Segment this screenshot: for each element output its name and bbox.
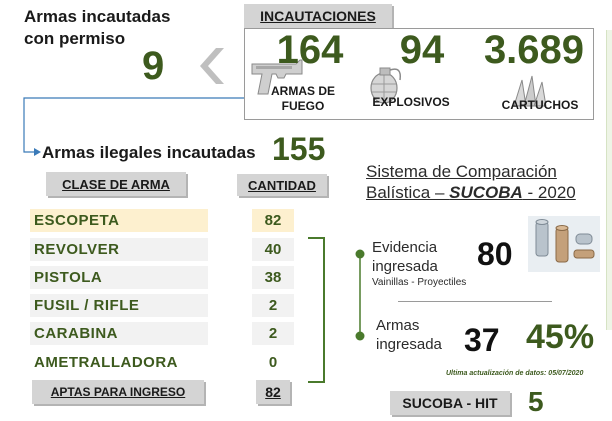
evidence-count: 80	[477, 236, 513, 272]
table-cell-qty: 40	[252, 238, 294, 261]
arms-count: 37	[464, 322, 500, 358]
sucoba-title: Sistema de Comparación Balística – SUCOB…	[366, 161, 576, 203]
firearms-count: 164	[276, 28, 344, 72]
firearms-label-line1: ARMAS DE	[270, 84, 335, 98]
evidence-sub: Vainillas - Proyectiles	[372, 277, 467, 288]
sucoba-title-prefix: Balística –	[366, 183, 450, 202]
illegal-title: Armas ilegales incautadas	[42, 143, 256, 162]
table-cell-qty: 0	[268, 354, 278, 371]
sucoba-divider	[398, 301, 552, 302]
evidence-label: Evidencia ingresada	[372, 238, 438, 276]
sucoba-title-line1: Sistema de Comparación	[366, 162, 557, 181]
table-header-qty: CANTIDAD	[237, 174, 327, 196]
grenade-icon	[370, 67, 402, 104]
permit-title-line2: con permiso	[24, 29, 126, 48]
arms-label: Armas ingresada	[376, 316, 442, 354]
firearms-label: ARMAS DE FUEGO	[262, 84, 344, 114]
connector-line	[23, 97, 246, 156]
permit-title-line1: Armas incautadas	[24, 7, 171, 26]
pistol-icon	[251, 59, 303, 95]
table-row: ESCOPETA	[30, 209, 208, 232]
update-note: Ultima actualización de datos: 05/07/202…	[446, 370, 584, 377]
explosives-label: EXPLOSIVOS	[372, 95, 450, 109]
table-cell-qty: 82	[252, 209, 294, 232]
sucoba-hit-count: 5	[528, 386, 544, 417]
table-bracket	[308, 237, 325, 383]
table-footer-label: APTAS PARA INGRESO	[32, 380, 204, 404]
illegal-count: 155	[272, 131, 326, 167]
sucoba-connector	[355, 249, 365, 341]
arms-percent: 45%	[526, 318, 595, 356]
cartridges-count: 3.689	[483, 28, 585, 72]
sucoba-hit-label: SUCOBA - HIT	[390, 391, 510, 415]
sucoba-title-suffix: - 2020	[522, 183, 576, 202]
table-row: PISTOLA	[30, 266, 208, 289]
explosives-count: 94	[399, 28, 445, 72]
table-row: AMETRALLADORA	[34, 354, 178, 371]
evidence-label-line2: ingresada	[372, 258, 438, 275]
table-row: REVOLVER	[30, 238, 208, 261]
firearms-label-line2: FUEGO	[281, 99, 325, 113]
permit-title: Armas incautadas con permiso	[24, 6, 170, 50]
cartridge-icon	[513, 75, 547, 107]
table-row: CARABINA	[30, 322, 208, 345]
table-row: FUSIL / RIFLE	[30, 294, 208, 317]
arms-label-line1: Armas	[376, 317, 420, 334]
bullets-icon	[528, 216, 600, 272]
table-cell-qty: 38	[252, 266, 294, 289]
table-cell-qty: 2	[252, 294, 294, 317]
chevron-left-icon	[200, 48, 224, 84]
permit-count: 9	[142, 44, 165, 88]
table-header-class: CLASE DE ARMA	[46, 172, 186, 196]
cartridges-label: CARTUCHOS	[501, 98, 579, 112]
table-cell-qty: 2	[252, 322, 294, 345]
sucoba-title-line2: Balística – SUCOBA - 2020	[366, 182, 576, 203]
sucoba-brand: SUCOBA	[449, 183, 523, 202]
evidence-label-line1: Evidencia	[372, 239, 438, 256]
seizures-header: INCAUTACIONES	[244, 4, 392, 28]
arms-label-line2: ingresada	[376, 336, 442, 353]
right-edge-bar	[606, 30, 612, 330]
table-footer-qty: 82	[256, 380, 290, 404]
